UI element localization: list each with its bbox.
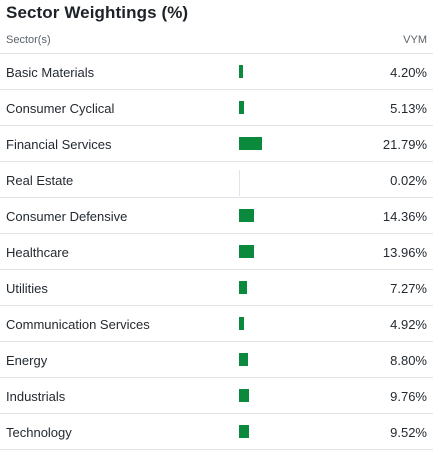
- sector-name: Industrials: [6, 389, 66, 404]
- table-row: Utilities 7.27%: [0, 270, 433, 306]
- sector-weight: 9.76%: [390, 389, 427, 404]
- sector-table-body: Basic Materials 4.20% Consumer Cyclical …: [0, 54, 433, 450]
- weight-bar-track: [238, 422, 338, 440]
- weight-bar-track: [238, 134, 338, 152]
- table-row: Energy 8.80%: [0, 342, 433, 378]
- weight-bar-track: [238, 314, 338, 332]
- weight-bar-track: [238, 170, 338, 196]
- sector-weight: 9.52%: [390, 425, 427, 440]
- weight-bar: [239, 245, 254, 258]
- sector-weight: 13.96%: [382, 245, 427, 260]
- widget-title: Sector Weightings (%): [6, 3, 189, 22]
- sector-name: Real Estate: [6, 173, 74, 188]
- sector-name: Technology: [6, 425, 72, 440]
- sector-weight: 4.92%: [390, 317, 427, 332]
- sector-weight: 7.27%: [390, 281, 427, 296]
- weight-bar: [239, 389, 250, 402]
- sector-column-header: Sector(s): [6, 34, 51, 46]
- table-header: Sector(s) VYM: [0, 27, 433, 54]
- table-row: Consumer Defensive 14.36%: [0, 198, 433, 234]
- sector-name: Consumer Defensive: [6, 209, 128, 224]
- sector-weight: 5.13%: [390, 101, 427, 116]
- sector-weight: 4.20%: [390, 65, 427, 80]
- weight-bar-track: [238, 242, 338, 260]
- sector-name: Financial Services: [6, 137, 112, 152]
- weight-bar: [239, 209, 255, 222]
- weight-bar-track: [238, 98, 338, 116]
- table-row: Financial Services 21.79%: [0, 126, 433, 162]
- weight-bar-track: [238, 278, 338, 296]
- weight-bar: [239, 353, 249, 366]
- table-row: Communication Services 4.92%: [0, 306, 433, 342]
- table-row: Healthcare 13.96%: [0, 234, 433, 270]
- sector-weight: 14.36%: [382, 209, 427, 224]
- table-row: Consumer Cyclical 5.13%: [0, 90, 433, 126]
- weight-bar: [239, 101, 245, 114]
- fund-column-header: VYM: [403, 34, 427, 46]
- weight-bar-track: [238, 206, 338, 224]
- weight-bar-track: [238, 350, 338, 368]
- weight-bar: [239, 137, 262, 150]
- weight-bar: [239, 65, 244, 78]
- table-row: Industrials 9.76%: [0, 378, 433, 414]
- sector-name: Healthcare: [6, 245, 69, 260]
- weight-bar-track: [238, 386, 338, 404]
- weight-bar: [239, 170, 240, 196]
- sector-name: Communication Services: [6, 317, 150, 332]
- sector-weight: 0.02%: [390, 173, 427, 188]
- weight-bar: [239, 425, 249, 438]
- table-row: Real Estate 0.02%: [0, 162, 433, 198]
- sector-weight: 21.79%: [382, 137, 427, 152]
- sector-name: Energy: [6, 353, 48, 368]
- table-row: Basic Materials 4.20%: [0, 54, 433, 90]
- sector-weight: 8.80%: [390, 353, 427, 368]
- weight-bar: [239, 317, 245, 330]
- sector-name: Basic Materials: [6, 65, 95, 80]
- weight-bar-track: [238, 62, 338, 80]
- table-row: Technology 9.52%: [0, 414, 433, 450]
- weight-bar: [239, 281, 247, 294]
- sector-name: Consumer Cyclical: [6, 101, 115, 116]
- sector-name: Utilities: [6, 281, 48, 296]
